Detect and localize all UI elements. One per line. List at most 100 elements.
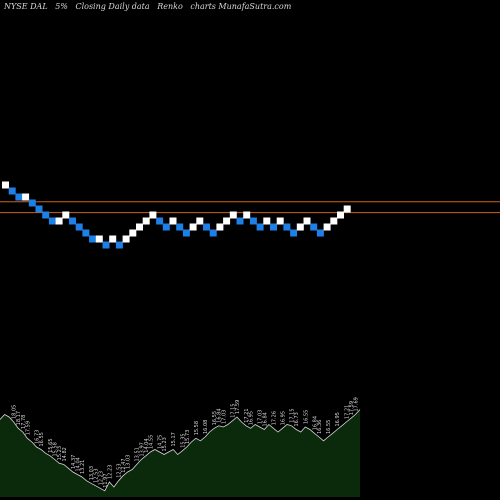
renko-brick-22 [142,217,150,225]
volume-label-40: 17.03 [258,410,264,424]
volume-area [0,409,360,497]
volume-label-10: 14.82 [62,447,68,461]
renko-brick-28 [182,229,190,237]
volume-label-23: 13.97 [139,442,145,456]
volume-label-12: 14.04 [76,457,82,471]
renko-brick-6 [35,205,43,213]
volume-label-26: 14.75 [158,435,164,449]
renko-brick-23 [149,211,157,219]
renko-brick-41 [270,223,277,231]
volume-label-19: 12.53 [117,463,123,477]
volume-label-49: 16.55 [326,420,332,434]
volume-label-32: 16.08 [203,420,209,434]
renko-brick-18 [115,241,123,249]
renko-brick-38 [249,217,257,225]
volume-label-48: 16.36 [317,420,323,434]
price-lines [0,201,500,214]
renko-brick-48 [316,229,324,237]
renko-brick-35 [229,211,237,219]
volume-label-37: 17.59 [235,400,241,414]
volume-label-14: 13.03 [89,466,95,480]
volume-label-11: 14.37 [71,455,77,469]
volume-label-25: 14.55 [148,435,154,449]
volume-label-41: 16.84 [262,412,268,426]
volume-label-42: 17.26 [271,411,277,425]
renko-brick-37 [243,211,251,219]
volume-label-36: 17.15 [230,403,236,417]
renko-brick-24 [156,217,164,225]
volume-label-39: 16.95 [249,411,255,425]
renko-brick-45 [296,223,304,231]
data-note-label: Closing Daily data [75,2,150,11]
renko-brick-5 [28,199,36,207]
volume-label-6: 16.55 [39,432,45,446]
renko-brick-4 [22,193,30,201]
volume-label-53: 17.69 [353,397,359,411]
volume-label-18: 12.23 [107,465,113,479]
volume-label-1: 18.05 [12,405,18,419]
renko-brick-52 [343,205,351,213]
renko-brick-8 [48,217,56,225]
symbol-label: NYSE DAL [4,2,48,11]
renko-brick-32 [209,229,217,237]
renko-brick-3 [15,193,23,201]
volume-label-34: 16.84 [217,408,223,422]
volume-line [0,409,361,492]
renko-brick-11 [69,217,76,225]
renko-brick-10 [62,211,70,219]
volume-label-13: 13.21 [80,460,86,474]
volume-label-15: 12.53 [94,468,100,482]
renko-brick-40 [263,217,271,225]
volume-panel [0,409,361,497]
volume-label-45: 16.73 [294,412,300,426]
renko-brick-20 [129,229,137,237]
volume-label-17: 11.97 [103,473,109,487]
renko-brick-9 [55,217,63,225]
volume-label-8: 15.58 [53,442,59,456]
volume-label-30: 15.73 [185,430,191,444]
renko-brick-31 [203,223,210,231]
volume-label-29: 15.35 [180,433,186,447]
renko-brick-16 [102,241,110,249]
volume-label-4: 17.59 [25,421,31,435]
renko-brick-2 [8,187,16,195]
renko-brick-14 [89,235,97,243]
volume-label-35: 17.03 [221,410,227,424]
renko-brick-33 [216,223,224,231]
volume-label-2: 18.17 [16,411,22,425]
brick-pct-label: 5% [55,2,68,11]
renko-brick-46 [303,217,311,225]
renko-brick-27 [176,223,184,231]
volume-label-20: 12.47 [121,458,127,472]
chart-header: NYSE DAL 5% Closing Daily data Renko cha… [4,2,296,11]
renko-brick-44 [290,229,298,237]
renko-brick-15 [95,235,103,243]
volume-label-28: 15.17 [171,432,177,446]
renko-bricks [2,181,351,249]
renko-brick-12 [75,223,83,231]
renko-brick-50 [330,217,338,225]
volume-label-38: 17.21 [244,408,250,422]
volume-label-51: 17.21 [344,405,350,419]
volume-label-16: 12.23 [98,471,104,485]
renko-brick-1 [2,181,9,189]
volume-label-24: 14.04 [144,438,150,452]
renko-brick-42 [276,217,284,225]
renko-brick-26 [169,217,177,225]
volume-label-31: 15.58 [194,421,200,435]
renko-brick-13 [82,229,90,237]
renko-brick-47 [310,223,318,231]
renko-brick-25 [162,223,170,231]
volume-label-21: 13.03 [126,455,132,469]
volume-label-46: 16.55 [303,410,309,424]
volume-label-22: 13.51 [135,447,141,461]
renko-brick-19 [122,235,130,243]
volume-label-52: 17.59 [349,401,355,415]
renko-brick-21 [136,223,143,231]
renko-brick-7 [42,211,50,219]
renko-brick-39 [256,223,264,231]
renko-brick-49 [323,223,331,231]
renko-brick-30 [196,217,204,225]
renko-brick-36 [236,217,244,225]
